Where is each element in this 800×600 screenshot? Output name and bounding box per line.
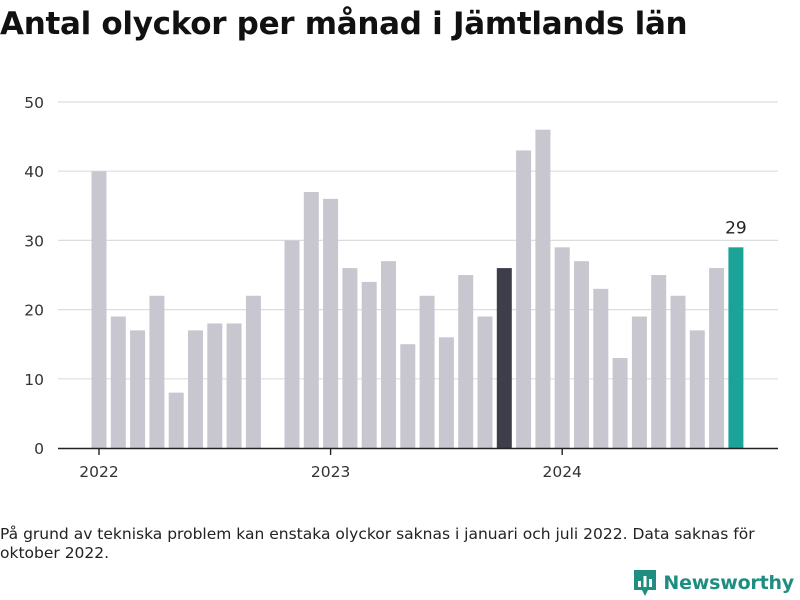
bar-2022-08: [226, 323, 242, 448]
bar-2024-10: [728, 247, 744, 448]
data-labels: 29: [725, 218, 747, 238]
bar-2023-10: [496, 268, 512, 448]
bar-2022-02: [110, 316, 126, 448]
bar-2024-02: [574, 261, 589, 448]
bar-2023-12: [535, 129, 551, 448]
bar-2024-01: [554, 247, 570, 448]
y-tick-label: 20: [24, 302, 44, 320]
bar-2023-02: [342, 268, 358, 448]
y-tick-label: 50: [24, 94, 44, 112]
bar-2022-04: [149, 295, 165, 448]
y-axis-ticks: 0 10 20 30 40 50: [24, 94, 44, 458]
data-label: 29: [725, 218, 747, 238]
x-axis-ticks: 2022 2023 2024: [79, 448, 582, 481]
bar-chart: 0 10 20 30 40 50 29 2022 2023 2024: [24, 94, 778, 481]
bar-2022-12: [303, 191, 319, 448]
bar-2023-09: [477, 316, 493, 448]
bar-2024-09: [709, 268, 725, 448]
bar-2022-03: [130, 330, 146, 448]
y-tick-label: 10: [24, 371, 44, 389]
bar-2023-06: [419, 295, 435, 448]
bar-2022-06: [188, 330, 203, 448]
bar-2022-05: [168, 392, 184, 448]
x-tick-label: 2024: [542, 463, 581, 481]
bars: [91, 129, 744, 448]
bar-2024-08: [689, 330, 705, 448]
bar-2022-11: [284, 240, 300, 448]
bar-2022-01: [91, 171, 107, 448]
bar-2022-07: [207, 323, 223, 448]
y-tick-label: 40: [24, 163, 44, 181]
gridlines: [58, 101, 778, 380]
bar-2024-07: [670, 295, 686, 448]
bar-2023-01: [323, 198, 339, 448]
bar-2023-11: [516, 150, 532, 448]
bar-2024-04: [612, 358, 628, 448]
y-tick-label: 0: [34, 440, 44, 458]
bar-2022-09: [245, 295, 261, 448]
bar-chart-logo-icon: [634, 570, 657, 596]
brand-name: Newsworthy: [663, 572, 794, 594]
bar-2023-08: [458, 275, 474, 448]
x-tick-label: 2022: [79, 463, 118, 481]
x-tick-label: 2023: [311, 463, 350, 481]
bar-2023-04: [381, 261, 396, 448]
bar-2023-05: [400, 344, 416, 448]
chart-title: Antal olyckor per månad i Jämtlands län: [0, 6, 688, 42]
footnote: På grund av tekniska problem kan enstaka…: [0, 525, 755, 562]
bar-2023-03: [361, 281, 377, 448]
bar-2023-07: [438, 337, 454, 448]
bar-2024-06: [651, 275, 667, 448]
bar-2024-03: [593, 288, 609, 448]
y-tick-label: 30: [24, 232, 44, 250]
brand-logo[interactable]: Newsworthy: [633, 568, 794, 598]
bar-2024-05: [631, 316, 647, 448]
